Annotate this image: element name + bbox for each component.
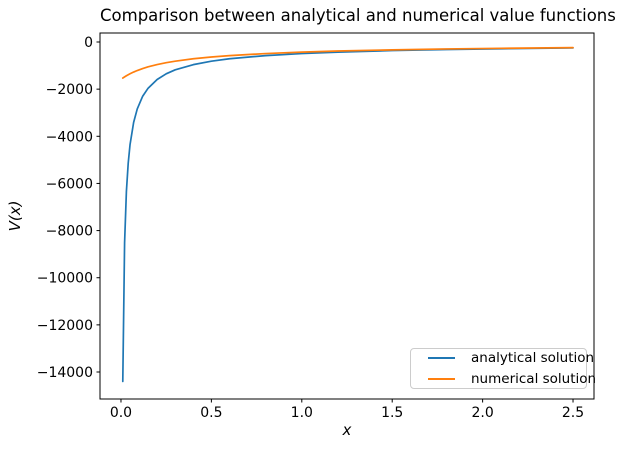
- series-line-numerical-solution: [121, 46, 574, 79]
- y-tick-label: −2000: [46, 82, 93, 98]
- x-tick-label: 1.0: [291, 405, 313, 421]
- y-tick-label: −12000: [37, 318, 93, 334]
- y-tick-label: −4000: [46, 129, 93, 145]
- x-tick-label: 0.5: [200, 405, 222, 421]
- series-line-analytical-solution: [121, 47, 574, 383]
- legend: analytical solution numerical solution: [410, 348, 596, 389]
- y-tick-label: −10000: [37, 271, 93, 287]
- x-tick-label: 1.5: [381, 405, 403, 421]
- y-tick-label: −8000: [46, 224, 93, 240]
- legend-item-analytical: analytical solution: [428, 350, 594, 366]
- legend-line-swatch-analytical: [428, 357, 455, 359]
- y-tick-label: −6000: [46, 176, 93, 192]
- y-tick-label: 0: [84, 35, 93, 51]
- x-axis-label: x: [342, 421, 352, 439]
- legend-line-swatch-numerical: [428, 378, 455, 380]
- x-tick-label: 2.5: [562, 405, 584, 421]
- legend-label-numerical: numerical solution: [471, 371, 597, 387]
- chart-title: Comparison between analytical and numeri…: [100, 6, 616, 25]
- y-tick-label: −14000: [37, 365, 93, 381]
- x-tick-label: 0.0: [110, 405, 132, 421]
- axes-frame: [99, 32, 595, 400]
- legend-label-analytical: analytical solution: [471, 350, 595, 366]
- x-tick-label: 2.0: [471, 405, 493, 421]
- legend-item-numerical: numerical solution: [428, 371, 596, 387]
